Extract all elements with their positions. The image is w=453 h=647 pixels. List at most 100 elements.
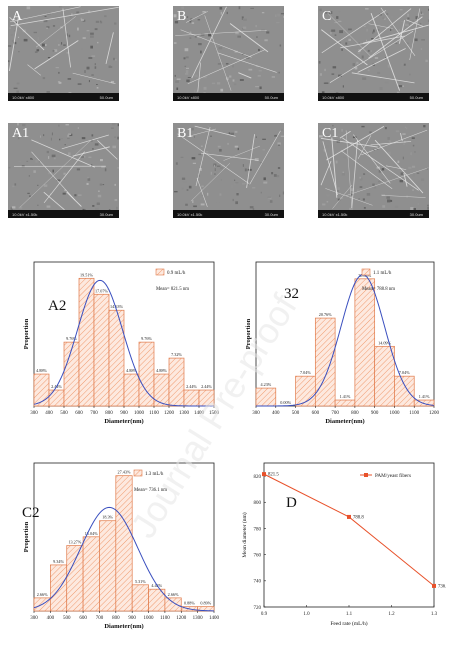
sem-grain (189, 31, 192, 33)
bar-value-label: 7.32% (171, 352, 182, 357)
x-tick-label: 1100 (149, 411, 159, 416)
sem-grain (214, 164, 216, 167)
sem-grain (359, 186, 363, 188)
sem-image-b: B 10.0kV x800 50.0um (173, 6, 284, 101)
sem-grain (266, 31, 270, 34)
sem-grain (242, 164, 244, 167)
sem-image-c1: C1 10.0kV x1.50k 30.0um (318, 123, 429, 218)
sem-grain (324, 68, 326, 72)
sem-grain (58, 6, 62, 8)
sem-grain (382, 205, 386, 208)
sem-grain (184, 11, 189, 13)
sem-grain (370, 131, 373, 135)
sem-grain (373, 29, 375, 33)
sem-info-bar: 10.0kV x1.50k 30.0um (318, 210, 429, 218)
sem-grain (263, 181, 268, 184)
sem-grain (117, 136, 119, 140)
sem-grain (398, 85, 403, 88)
sem-grain (226, 77, 229, 81)
bar-value-label: 0.00% (280, 400, 291, 405)
sem-fiber (35, 16, 76, 48)
sem-grain (358, 198, 360, 200)
sem-grain (404, 126, 406, 128)
sem-grain (372, 16, 376, 19)
sem-texture (8, 6, 119, 95)
sem-fiber (217, 52, 277, 73)
x-tick-label: 1000 (389, 411, 400, 416)
sem-grain (113, 57, 115, 61)
sem-fiber (62, 8, 72, 68)
sem-grain (280, 135, 284, 137)
sem-grain (108, 66, 113, 68)
sem-grain (263, 177, 266, 181)
sem-grain (111, 123, 116, 126)
histogram-bar (93, 293, 110, 407)
sem-grain (210, 127, 212, 130)
sem-grain (104, 15, 107, 18)
sem-grain (94, 63, 96, 66)
sem-grain (334, 34, 337, 36)
sem-fiber (9, 16, 45, 51)
sem-grain (210, 171, 212, 175)
histogram-b2-svg: 4.23%0.00%7.04%20.76%1.41%30.03%14.09%7.… (245, 261, 440, 425)
sem-grain (234, 179, 236, 181)
sem-grain (376, 29, 380, 31)
sem-image-a1: A1 10.0kV x1.50k 30.0um (8, 123, 119, 218)
sem-grain (367, 49, 370, 52)
sem-grain (58, 124, 60, 127)
sem-grain (196, 91, 199, 94)
sem-grain (394, 205, 399, 208)
sem-grain (359, 176, 361, 179)
sem-grain (332, 66, 337, 69)
bar-value-label: 4.88% (126, 368, 137, 373)
sem-grain (36, 49, 40, 52)
x-tick-label: 1300 (193, 616, 204, 621)
x-axis-label: Diameter(nm) (325, 418, 364, 425)
sem-grain (274, 135, 278, 137)
sem-grain (378, 13, 382, 16)
y-tick-label: 820 (254, 475, 262, 480)
sem-grain (33, 31, 37, 34)
y-tick-label: 760 (254, 553, 262, 558)
sem-fiber (175, 30, 267, 36)
sem-info-bar: 10.0kV x800 50.0um (318, 93, 429, 101)
bar-value-label: 5.31% (135, 579, 146, 584)
sem-fiber (43, 191, 65, 211)
x-tick-label: 1400 (194, 411, 205, 416)
sem-grain (15, 22, 18, 24)
sem-grain (318, 61, 321, 64)
mean-label: Mean= 821.5 nm (156, 287, 189, 292)
sem-grain (219, 149, 222, 152)
sem-grain (279, 44, 282, 47)
sem-grain (175, 162, 178, 165)
bar-value-label: 9.76% (141, 336, 152, 341)
sem-fiber (249, 130, 281, 185)
sem-grain (173, 42, 177, 44)
histogram-bar (198, 389, 215, 407)
sem-grain (416, 172, 420, 174)
sem-grain (95, 20, 100, 23)
sem-fiber (342, 137, 419, 191)
bar-value-label: 7.04% (399, 370, 410, 375)
sem-fiber (403, 172, 408, 187)
sem-grain (43, 184, 48, 187)
sem-grain (181, 6, 184, 9)
x-tick-label: 500 (60, 411, 68, 416)
sem-grain (196, 36, 200, 39)
sem-fiber (398, 19, 406, 44)
sem-grain (326, 194, 330, 197)
sem-grain (16, 82, 20, 85)
sem-grain (380, 147, 383, 150)
histogram-bar (99, 520, 117, 612)
sem-fiber (358, 8, 412, 53)
sem-grain (410, 152, 412, 156)
sem-panel-label: A (12, 9, 23, 24)
x-tick-label: 1100 (409, 411, 419, 416)
sem-grain (108, 209, 111, 211)
sem-grain (104, 168, 107, 172)
sem-grain (339, 30, 343, 34)
sem-grain (55, 67, 59, 69)
sem-fiber (204, 15, 232, 91)
sem-grain (226, 11, 228, 15)
sem-fiber (31, 151, 76, 201)
